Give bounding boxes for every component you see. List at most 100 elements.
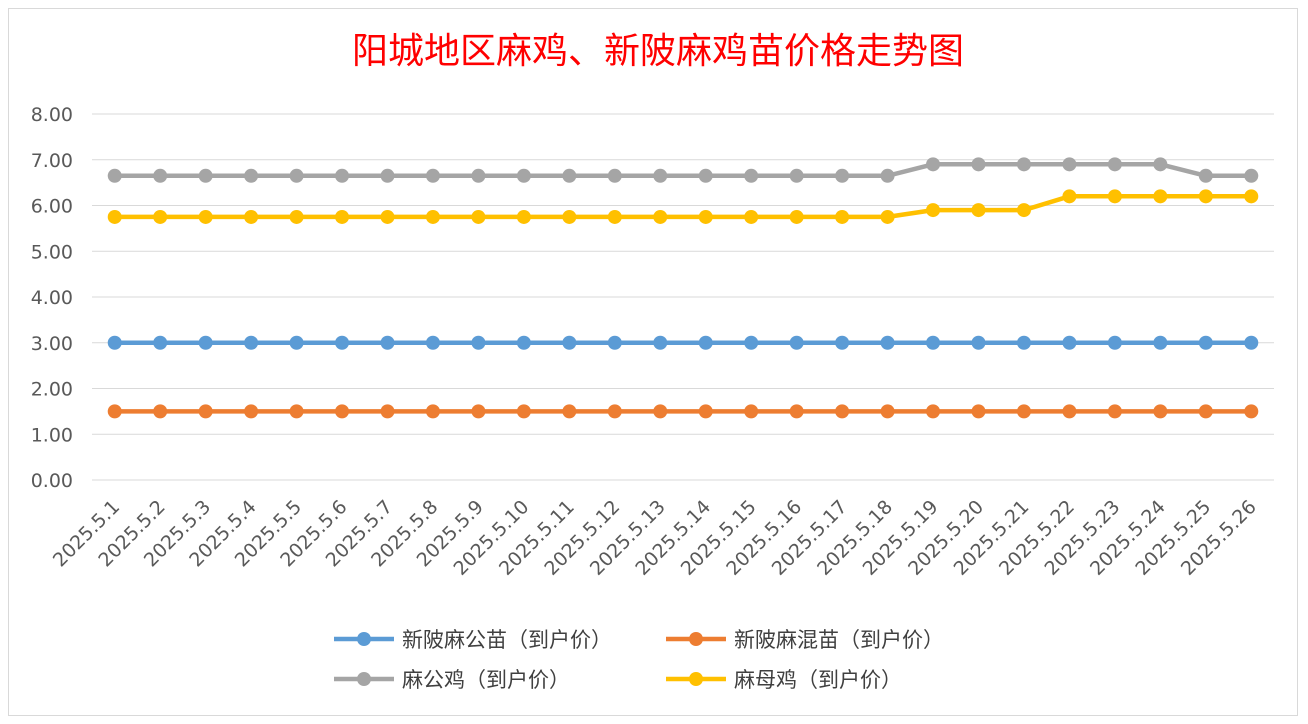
data-point[interactable]	[744, 404, 759, 419]
data-point[interactable]	[1198, 189, 1213, 204]
data-point[interactable]	[1244, 335, 1259, 350]
data-point[interactable]	[198, 404, 213, 419]
data-point[interactable]	[926, 203, 941, 218]
data-point[interactable]	[698, 404, 713, 419]
data-point[interactable]	[789, 168, 804, 183]
data-point[interactable]	[107, 335, 122, 350]
data-point[interactable]	[244, 209, 259, 224]
data-point[interactable]	[835, 404, 850, 419]
data-point[interactable]	[153, 168, 168, 183]
data-point[interactable]	[835, 335, 850, 350]
data-point[interactable]	[607, 335, 622, 350]
data-point[interactable]	[1107, 335, 1122, 350]
data-point[interactable]	[380, 335, 395, 350]
data-point[interactable]	[1016, 335, 1031, 350]
data-point[interactable]	[1198, 168, 1213, 183]
data-point[interactable]	[198, 209, 213, 224]
data-point[interactable]	[562, 335, 577, 350]
data-point[interactable]	[653, 335, 668, 350]
data-point[interactable]	[971, 335, 986, 350]
data-point[interactable]	[880, 335, 895, 350]
data-point[interactable]	[562, 168, 577, 183]
data-point[interactable]	[335, 209, 350, 224]
data-point[interactable]	[1198, 404, 1213, 419]
data-point[interactable]	[880, 209, 895, 224]
data-point[interactable]	[425, 209, 440, 224]
data-point[interactable]	[153, 209, 168, 224]
data-point[interactable]	[1107, 404, 1122, 419]
data-point[interactable]	[425, 335, 440, 350]
data-point[interactable]	[1062, 335, 1077, 350]
data-point[interactable]	[335, 335, 350, 350]
data-point[interactable]	[289, 209, 304, 224]
data-point[interactable]	[744, 209, 759, 224]
data-point[interactable]	[471, 404, 486, 419]
chart-area[interactable]: 阳城地区麻鸡、新陂麻鸡苗价格走势图 0.00 1.00 2.00 3.00 4.00 5.…	[8, 8, 1298, 716]
data-point[interactable]	[1062, 404, 1077, 419]
data-point[interactable]	[607, 404, 622, 419]
data-point[interactable]	[1244, 404, 1259, 419]
data-point[interactable]	[607, 209, 622, 224]
data-point[interactable]	[244, 335, 259, 350]
data-point[interactable]	[1153, 335, 1168, 350]
data-point[interactable]	[471, 168, 486, 183]
data-point[interactable]	[335, 168, 350, 183]
data-point[interactable]	[1153, 404, 1168, 419]
data-point[interactable]	[516, 404, 531, 419]
data-point[interactable]	[971, 157, 986, 172]
data-point[interactable]	[289, 404, 304, 419]
data-point[interactable]	[244, 168, 259, 183]
legend-item[interactable]: 麻母鸡（到户价）	[666, 668, 902, 692]
data-point[interactable]	[698, 209, 713, 224]
data-point[interactable]	[425, 168, 440, 183]
data-point[interactable]	[835, 168, 850, 183]
data-point[interactable]	[1062, 189, 1077, 204]
data-point[interactable]	[1198, 335, 1213, 350]
data-point[interactable]	[926, 404, 941, 419]
data-point[interactable]	[744, 335, 759, 350]
data-point[interactable]	[107, 168, 122, 183]
data-point[interactable]	[1244, 189, 1259, 204]
data-point[interactable]	[1244, 168, 1259, 183]
data-point[interactable]	[153, 335, 168, 350]
data-point[interactable]	[380, 209, 395, 224]
data-point[interactable]	[744, 168, 759, 183]
data-point[interactable]	[425, 404, 440, 419]
data-point[interactable]	[1016, 404, 1031, 419]
data-point[interactable]	[107, 209, 122, 224]
data-point[interactable]	[471, 335, 486, 350]
data-point[interactable]	[198, 335, 213, 350]
data-point[interactable]	[1153, 189, 1168, 204]
data-point[interactable]	[289, 335, 304, 350]
data-point[interactable]	[698, 168, 713, 183]
data-point[interactable]	[516, 335, 531, 350]
data-point[interactable]	[471, 209, 486, 224]
data-point[interactable]	[880, 404, 895, 419]
data-point[interactable]	[1153, 157, 1168, 172]
legend-item[interactable]: 新陂麻公苗（到户价）	[334, 628, 612, 652]
data-point[interactable]	[607, 168, 622, 183]
data-point[interactable]	[107, 404, 122, 419]
data-point[interactable]	[1016, 203, 1031, 218]
data-point[interactable]	[516, 209, 531, 224]
data-point[interactable]	[653, 209, 668, 224]
data-point[interactable]	[562, 209, 577, 224]
data-point[interactable]	[380, 404, 395, 419]
data-point[interactable]	[198, 168, 213, 183]
data-point[interactable]	[1062, 157, 1077, 172]
data-point[interactable]	[653, 404, 668, 419]
data-point[interactable]	[789, 404, 804, 419]
data-point[interactable]	[153, 404, 168, 419]
data-point[interactable]	[926, 157, 941, 172]
data-point[interactable]	[1107, 189, 1122, 204]
data-point[interactable]	[926, 335, 941, 350]
data-point[interactable]	[1107, 157, 1122, 172]
data-point[interactable]	[289, 168, 304, 183]
data-point[interactable]	[1016, 157, 1031, 172]
data-point[interactable]	[244, 404, 259, 419]
data-point[interactable]	[698, 335, 713, 350]
data-point[interactable]	[380, 168, 395, 183]
data-point[interactable]	[516, 168, 531, 183]
data-point[interactable]	[880, 168, 895, 183]
data-point[interactable]	[971, 404, 986, 419]
